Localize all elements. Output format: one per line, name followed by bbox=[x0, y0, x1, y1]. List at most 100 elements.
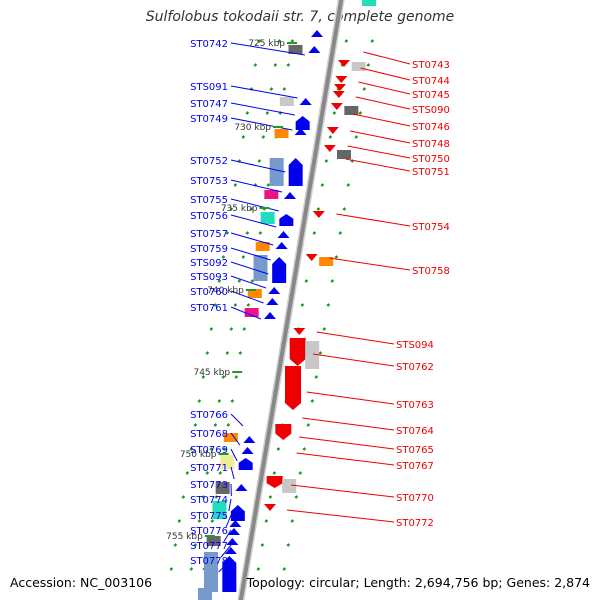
forward-gene-arrow bbox=[224, 547, 237, 554]
tick-mark bbox=[242, 327, 247, 331]
tick-mark bbox=[197, 399, 202, 403]
left-gene-label: ST0742 bbox=[190, 39, 228, 50]
tick-mark bbox=[257, 39, 262, 43]
tick-mark bbox=[273, 63, 278, 67]
right-gene-leader bbox=[358, 81, 411, 95]
left-gene-label: ST0777 bbox=[190, 541, 228, 552]
accession-label: Accession: NC_003106 bbox=[10, 575, 153, 590]
forward-feature-box bbox=[255, 242, 270, 251]
right-gene-label: ST0754 bbox=[412, 222, 450, 233]
forward-gene-arrow bbox=[284, 192, 296, 199]
forward-feature-box bbox=[264, 190, 279, 199]
left-gene-label: ST0771 bbox=[190, 463, 228, 474]
left-gene-leader bbox=[230, 247, 271, 261]
forward-gene bbox=[279, 214, 294, 226]
tick-mark bbox=[264, 519, 269, 523]
right-gene-label: ST0772 bbox=[396, 518, 434, 529]
forward-feature-box bbox=[253, 255, 268, 281]
tick-mark bbox=[210, 519, 215, 523]
tick-mark bbox=[298, 471, 303, 475]
tick-mark bbox=[241, 135, 246, 139]
scale-label: 725 kbp bbox=[248, 39, 285, 49]
scale-label: 735 kbp bbox=[221, 204, 258, 214]
right-gene-leader bbox=[291, 484, 395, 498]
left-gene-leader bbox=[225, 514, 232, 528]
right-gene-leader bbox=[347, 145, 411, 159]
tick-mark bbox=[346, 183, 351, 187]
genome-title: Sulfolobus tokodaii str. 7, complete gen… bbox=[145, 9, 455, 25]
forward-gene-arrow bbox=[264, 312, 276, 319]
tick-mark bbox=[277, 39, 282, 43]
forward-gene-arrow bbox=[268, 287, 281, 294]
left-gene-leader bbox=[218, 559, 232, 573]
right-gene-label: ST0745 bbox=[412, 90, 450, 101]
forward-gene-arrow bbox=[311, 30, 323, 37]
left-gene-leader bbox=[230, 232, 274, 246]
scale-label: 745 kbp bbox=[193, 368, 230, 378]
right-gene-label: ST0765 bbox=[396, 445, 434, 456]
forward-feature-box bbox=[269, 158, 284, 186]
tick-mark bbox=[324, 159, 329, 163]
forward-feature-box bbox=[206, 536, 221, 546]
reverse-feature-box bbox=[319, 257, 334, 266]
tick-mark bbox=[245, 111, 250, 115]
reverse-feature-box bbox=[282, 479, 297, 493]
backbone-line bbox=[238, 0, 344, 600]
tick-mark bbox=[201, 495, 206, 499]
tick-mark bbox=[246, 303, 251, 307]
scale-label: 730 kbp bbox=[234, 123, 271, 133]
right-gene-leader bbox=[286, 509, 395, 523]
tick-mark bbox=[320, 183, 325, 187]
tick-mark bbox=[332, 111, 337, 115]
tick-mark bbox=[290, 39, 295, 43]
forward-gene-arrow bbox=[266, 298, 279, 305]
forward-gene bbox=[288, 158, 303, 186]
forward-gene-arrow bbox=[228, 528, 240, 535]
left-gene-leader bbox=[223, 529, 232, 543]
left-gene-leader bbox=[230, 85, 298, 99]
forward-gene-arrow bbox=[275, 242, 288, 249]
reverse-feature-box bbox=[337, 150, 351, 159]
forward-gene-arrow bbox=[229, 520, 242, 527]
left-gene-label: ST0768 bbox=[190, 429, 228, 440]
left-gene-label: STS092 bbox=[190, 258, 228, 269]
left-gene-leader bbox=[230, 275, 267, 289]
right-gene-leader bbox=[355, 96, 411, 110]
left-gene-leader bbox=[230, 413, 244, 427]
tick-mark bbox=[370, 39, 375, 43]
tick-mark bbox=[249, 207, 254, 211]
forward-feature-box bbox=[204, 552, 218, 592]
tick-mark bbox=[185, 471, 190, 475]
tick-mark bbox=[272, 471, 277, 475]
right-gene-label: ST0750 bbox=[412, 154, 450, 165]
left-gene-label: ST0756 bbox=[190, 211, 228, 222]
tick-mark bbox=[328, 135, 333, 139]
tick-mark bbox=[169, 567, 174, 571]
tick-mark bbox=[238, 351, 243, 355]
reverse-gene-arrow bbox=[305, 254, 318, 261]
right-gene-label: ST0764 bbox=[396, 426, 434, 437]
tick-mark bbox=[306, 423, 311, 427]
left-gene-leader bbox=[230, 290, 264, 304]
forward-feature-box bbox=[288, 45, 303, 54]
tick-mark bbox=[221, 255, 226, 259]
tick-mark bbox=[282, 87, 287, 91]
tick-mark bbox=[193, 423, 198, 427]
tick-mark bbox=[330, 279, 335, 283]
right-gene-label: ST0763 bbox=[396, 400, 434, 411]
right-gene-leader bbox=[302, 417, 395, 431]
tick-mark bbox=[201, 375, 206, 379]
tick-mark bbox=[318, 351, 323, 355]
tick-mark bbox=[253, 63, 258, 67]
right-gene-label: ST0744 bbox=[412, 76, 450, 87]
tick-mark bbox=[234, 375, 239, 379]
right-gene-label: STS094 bbox=[396, 340, 434, 351]
right-gene-leader bbox=[350, 130, 411, 144]
right-gene-label: ST0746 bbox=[412, 122, 450, 133]
tick-mark bbox=[342, 207, 347, 211]
tick-mark bbox=[229, 327, 234, 331]
tick-mark bbox=[217, 279, 222, 283]
forward-feature-box bbox=[244, 308, 259, 317]
left-gene-label: ST0753 bbox=[190, 176, 228, 187]
left-gene-label: ST0766 bbox=[190, 410, 228, 421]
